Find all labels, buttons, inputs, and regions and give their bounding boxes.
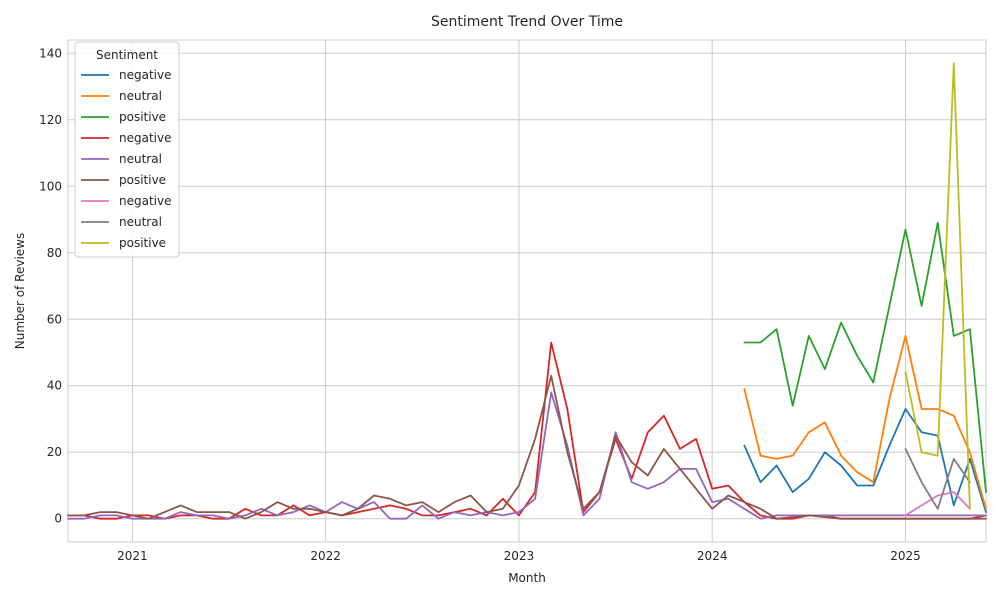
y-axis-label: Number of Reviews <box>13 233 27 349</box>
legend-label: negative <box>119 194 171 208</box>
y-tick-label: 100 <box>39 179 62 193</box>
plot-frame <box>67 39 987 543</box>
x-axis-label: Month <box>508 571 546 585</box>
legend-label: neutral <box>119 215 162 229</box>
y-tick-label: 40 <box>47 379 62 393</box>
y-tick-label: 140 <box>39 46 62 60</box>
legend-label: positive <box>119 110 166 124</box>
series-line-2-neutral <box>743 334 987 510</box>
legend-label: neutral <box>119 152 162 166</box>
series-line-1-negative <box>743 408 987 513</box>
series-line-5-neutral <box>67 391 987 520</box>
legend: Sentiment negative neutral positive negative… <box>74 41 180 258</box>
series-line-9-positive <box>904 62 971 510</box>
legend-label: positive <box>119 173 166 187</box>
series-line-6-positive <box>67 374 987 520</box>
y-tick-label: 120 <box>39 113 62 127</box>
y-tick-label: 80 <box>47 246 62 260</box>
legend-title: Sentiment <box>96 48 158 62</box>
series-line-7-negative <box>904 491 971 517</box>
x-tick-label: 2022 <box>310 549 341 563</box>
x-tick-label: 2024 <box>697 549 728 563</box>
legend-label: negative <box>119 131 171 145</box>
x-tick-label: 2025 <box>890 549 921 563</box>
x-tick-label: 2023 <box>504 549 535 563</box>
y-tick-label: 20 <box>47 445 62 459</box>
y-tick-label: 60 <box>47 312 62 326</box>
series-line-8-neutral <box>904 447 971 510</box>
y-tick-label: 0 <box>54 512 62 526</box>
legend-label: positive <box>119 236 166 250</box>
x-tick-label: 2021 <box>117 549 148 563</box>
legend-label: neutral <box>119 89 162 103</box>
series-layer <box>67 62 987 520</box>
tick-labels: 0 20 40 60 80 100 120 140 2021 2022 2023 2024 2025 <box>39 46 921 563</box>
chart-title: Sentiment Trend Over Time <box>431 14 623 30</box>
legend-label: negative <box>119 68 171 82</box>
